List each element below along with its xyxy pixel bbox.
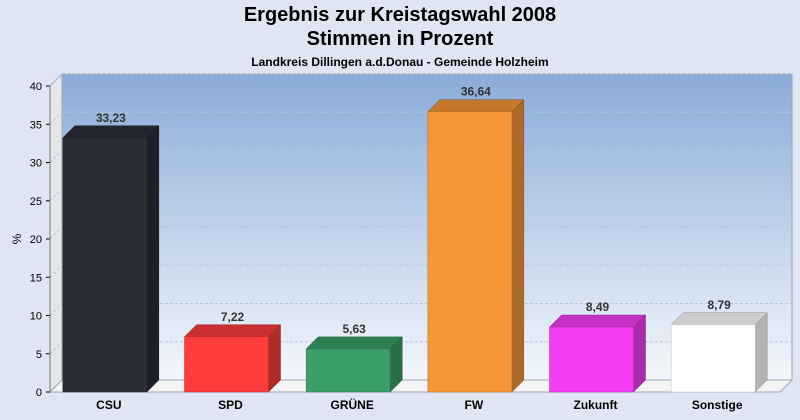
chart-title: Ergebnis zur Kreistagswahl 2008: [243, 4, 557, 26]
bar-value-label: 8,49: [586, 300, 610, 314]
chart-subtitle: Landkreis Dillingen a.d.Donau - Gemeinde…: [251, 55, 549, 69]
x-axis-categories: CSU SPD GRÜNE FW Zukunft Sonstige: [96, 397, 743, 412]
grid-line: [49, 111, 792, 125]
bar-value-label: 33,23: [96, 111, 126, 125]
x-category-label: CSU: [96, 398, 121, 412]
y-tick-label: 10: [30, 311, 42, 323]
y-axis-ticks: 0 5 10 15 20 25 30 35 40: [30, 81, 51, 399]
y-tick-label: 35: [30, 119, 42, 131]
x-category-label: FW: [465, 398, 484, 412]
bar-zukunft: [548, 314, 647, 393]
bar-gr-ne: [305, 336, 403, 393]
bar-value-label: 8,79: [707, 298, 731, 312]
grid-lines: [49, 73, 792, 355]
y-tick-label: 15: [30, 272, 42, 284]
bar-sonstige: [670, 312, 768, 393]
y-tick-label: 0: [36, 387, 42, 399]
y-tick-label: 5: [36, 349, 42, 361]
y-tick-label: 40: [30, 81, 42, 93]
bars: [62, 99, 768, 393]
y-axis-label: %: [10, 233, 24, 244]
bar-value-label: 36,64: [461, 85, 491, 99]
bar-value-label: 7,22: [221, 310, 245, 324]
grid-line: [49, 226, 792, 240]
grid-line: [49, 150, 792, 163]
grid-line: [49, 188, 792, 202]
bar-fw: [427, 99, 525, 393]
grid-line: [49, 264, 792, 278]
y-tick-label: 20: [30, 234, 42, 246]
grid-line: [49, 73, 792, 87]
y-tick-label: 30: [30, 158, 42, 170]
value-labels: 33,23 7,22 5,63 36,64 8,49 8,79: [96, 85, 731, 336]
x-category-label: Zukunft: [574, 398, 618, 412]
plot-side-wall: [49, 72, 63, 394]
bar-csu: [62, 125, 160, 393]
bar-value-label: 5,63: [342, 322, 366, 336]
grid-line: [49, 341, 792, 355]
bar-spd: [183, 324, 282, 393]
x-category-label: GRÜNE: [330, 397, 373, 412]
y-tick-label: 25: [30, 196, 42, 208]
chart-title-line-2: Stimmen in Prozent: [306, 28, 494, 50]
grid-line: [49, 303, 792, 316]
x-category-label: Sonstige: [692, 398, 743, 412]
x-category-label: SPD: [218, 398, 243, 412]
